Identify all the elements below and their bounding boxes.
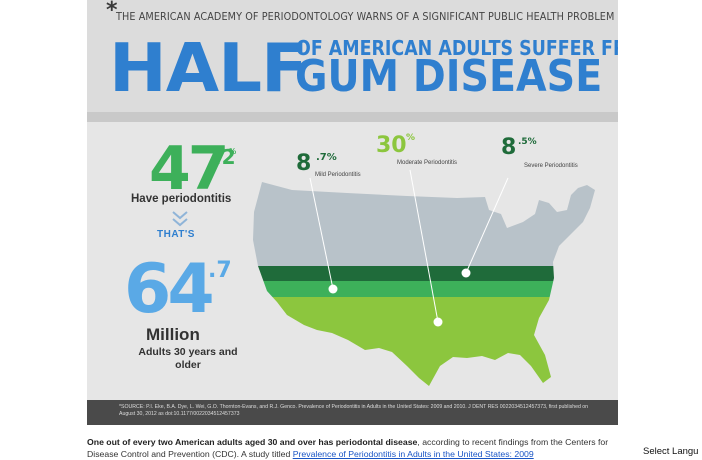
study-link[interactable]: Prevalence of Periodontitis in Adults in… — [292, 449, 534, 459]
severe-marker — [461, 268, 471, 278]
mild-decimal: .7% — [316, 152, 337, 163]
chevron-down-icon — [172, 211, 188, 227]
source-citation: *SOURCE: P.I. Eke, B.A. Dye, L. Wei, G.O… — [119, 404, 589, 417]
asterisk: * — [106, 0, 118, 23]
moderate-decimal: % — [406, 133, 416, 143]
severe-value: 8 — [501, 135, 517, 160]
severe-decimal: .5% — [518, 137, 537, 147]
divider-band — [87, 112, 618, 122]
moderate-marker — [433, 317, 443, 327]
language-select[interactable]: Select Langu — [643, 446, 699, 457]
prevalence-value: 47 — [149, 134, 229, 204]
moderate-label: Moderate Periodontitis — [397, 160, 458, 166]
warning-text: THE AMERICAN ACADEMY OF PERIODONTOLOGY W… — [116, 11, 615, 23]
moderate-value: 30 — [376, 133, 407, 158]
us-map — [253, 169, 595, 386]
mild-label: Mild Periodontitis — [315, 172, 361, 178]
headline-half: HALF — [109, 29, 308, 107]
mild-value: 8 — [296, 151, 312, 176]
article-text: , according to recent findings from the … — [87, 437, 609, 459]
population-value: 64 — [124, 250, 215, 329]
population-unit: Million — [146, 325, 200, 344]
article-paragraph: One out of every two American adults age… — [87, 436, 627, 460]
population-desc: Adults 30 years and older — [138, 346, 238, 371]
prevalence-decimal: .2 — [214, 145, 236, 169]
prevalence-label: Have periodontitis — [131, 193, 232, 205]
mild-marker — [328, 284, 338, 294]
headline-line1: OF AMERICAN ADULTS SUFFER FROM — [296, 36, 618, 60]
headline-line2: GUM DISEASE — [295, 51, 603, 102]
prevalence-unit: % — [229, 147, 237, 156]
article-lead: One out of every two American adults age… — [87, 437, 418, 447]
headline-panel — [87, 0, 618, 112]
gum-disease-infographic: * THE AMERICAN ACADEMY OF PERIODONTOLOGY… — [87, 0, 618, 425]
population-decimal: .7 — [208, 258, 232, 283]
severe-label: Severe Periodontitis — [524, 163, 578, 169]
source-strip: *SOURCE: P.I. Eke, B.A. Dye, L. Wei, G.O… — [87, 400, 618, 425]
thats-label: THAT'S — [157, 229, 195, 240]
